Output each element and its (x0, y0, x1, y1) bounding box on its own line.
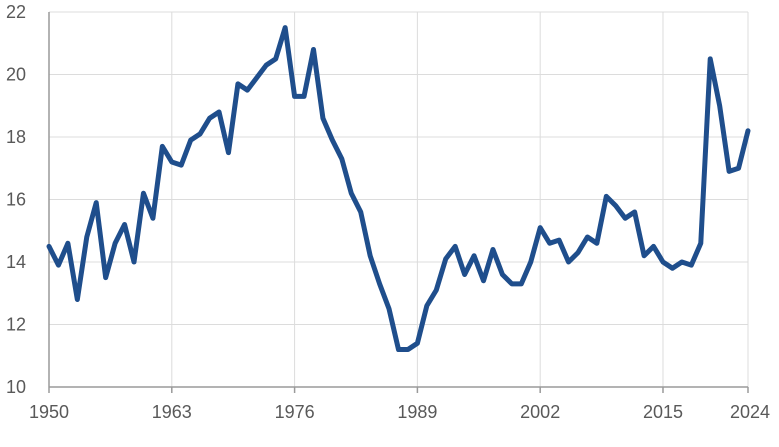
x-tick-label-1976: 1976 (275, 402, 315, 422)
x-tick-label-1963: 1963 (152, 402, 192, 422)
grid-layer (48, 11, 749, 388)
y-tick-label-14: 14 (6, 252, 26, 272)
x-tick-label-1950: 1950 (29, 402, 69, 422)
y-tick-label-12: 12 (6, 315, 26, 335)
y-tick-label-16: 16 (6, 190, 26, 210)
x-tick-label-2015: 2015 (643, 402, 683, 422)
y-tick-label-22: 22 (6, 2, 26, 22)
y-tick-label-20: 20 (6, 65, 26, 85)
series-layer (46, 25, 751, 352)
y-tick-label-10: 10 (6, 377, 26, 397)
x-tick-label-2002: 2002 (520, 402, 560, 422)
axis-layer (48, 12, 749, 393)
tick-label-layer: 10 12 14 16 18 20 22 1950 1963 1976 1989 2002 2015 20… (6, 2, 770, 422)
x-tick-label-2024: 2024 (730, 402, 770, 422)
x-tick-label-1989: 1989 (397, 402, 437, 422)
series-line-0 (46, 25, 751, 352)
y-tick-label-18: 18 (6, 127, 26, 147)
